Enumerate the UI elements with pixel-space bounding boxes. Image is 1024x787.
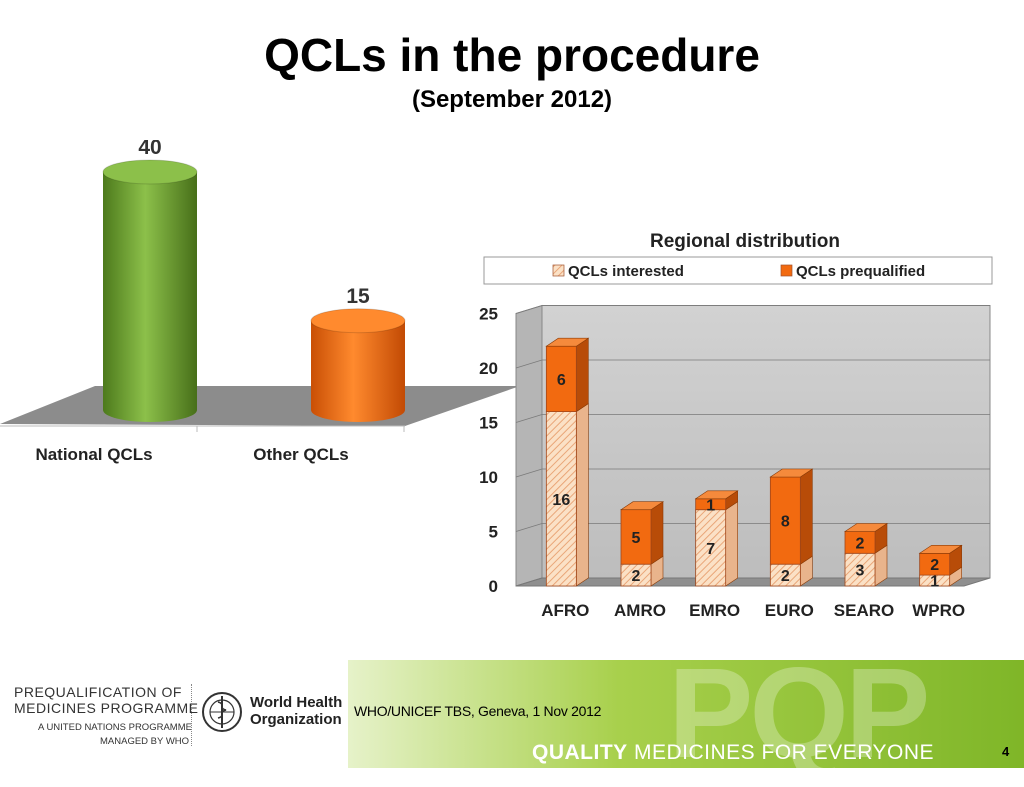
cylinder-value-label: 15 <box>346 285 370 308</box>
stacked-bar-value-label: 2 <box>930 557 939 574</box>
legend-label-interested: QCLs interested <box>568 263 684 280</box>
stacked-bar-side <box>576 337 589 413</box>
stacked-bar-value-label: 16 <box>552 492 570 509</box>
footer-divider <box>191 684 192 746</box>
legend-label-prequalified: QCLs prequalified <box>796 263 925 280</box>
stacked-bar-top <box>844 523 888 532</box>
stacked-bar-value-label: 2 <box>781 568 790 585</box>
pqp-logo-letters: PQP <box>668 642 930 785</box>
cylinder-bar-top <box>102 159 198 185</box>
stacked-bar-top <box>620 501 664 511</box>
stacked-bar-value-label: 3 <box>856 563 865 580</box>
stacked-bar-side <box>576 403 589 587</box>
who-name: Organization <box>250 711 342 728</box>
footer-banner <box>348 660 1024 768</box>
programme-subtitle: MANAGED BY WHO <box>100 736 190 747</box>
page-title: QCLs in the procedure <box>264 29 760 81</box>
stacked-bar-top <box>918 544 963 554</box>
chart2-category-label: SEARO <box>834 601 894 620</box>
stacked-bar-value-label: 1 <box>706 497 715 514</box>
chart2-floor <box>515 577 991 587</box>
stacked-bar-interested <box>695 509 727 587</box>
chart1-category-label: Other QCLs <box>253 445 348 464</box>
chart1-category-label: National QCLs <box>35 445 152 464</box>
stacked-bar-top <box>769 468 814 478</box>
chart2-category-label: AMRO <box>614 601 666 620</box>
chart2-ytick-label: 20 <box>479 359 498 378</box>
stacked-bar-prequalified <box>545 345 577 412</box>
chart2-legend-box <box>483 256 993 285</box>
stacked-bar-interested <box>545 411 577 587</box>
cylinder-bar-top <box>310 308 406 334</box>
stacked-bar-value-label: 1 <box>930 574 939 591</box>
programme-subtitle: A UNITED NATIONS PROGRAMME <box>38 722 192 733</box>
chart2-ytick-label: 5 <box>489 523 498 542</box>
chart1-floor <box>0 386 520 426</box>
chart2-gridline <box>515 468 990 478</box>
tagline-bold: QUALITY <box>532 741 628 764</box>
cylinder-value-label: 40 <box>138 140 161 159</box>
legend-swatch-prequalified <box>780 264 793 277</box>
chart2-ytick-label: 10 <box>479 468 498 487</box>
chart2-gridline <box>515 305 990 314</box>
cylinder-bar <box>103 172 197 422</box>
who-emblem-icon <box>202 692 242 732</box>
stacked-bar-top <box>545 337 590 347</box>
stacked-bar-interested <box>844 552 876 587</box>
stacked-bar-side <box>800 468 813 565</box>
chart2-side-wall <box>515 304 543 587</box>
chart2-category-label: WPRO <box>912 601 965 620</box>
chart2-category-label: EURO <box>765 601 814 620</box>
stacked-bar-top <box>694 490 739 500</box>
cylinder-bar <box>311 320 405 422</box>
stacked-bar-value-label: 6 <box>557 372 566 389</box>
stacked-bar-value-label: 2 <box>632 568 641 585</box>
chart2-ytick-label: 15 <box>479 414 498 433</box>
page-number: 4 <box>1002 744 1010 759</box>
chart2-title: Regional distribution <box>650 231 840 252</box>
stacked-bar-value-label: 8 <box>781 514 790 531</box>
stacked-bar-value-label: 2 <box>856 535 865 552</box>
stacked-bar-value-label: 7 <box>706 541 715 558</box>
chart2-category-label: EMRO <box>689 601 740 620</box>
chart2-gridline <box>515 414 990 423</box>
chart2-ytick-label: 25 <box>479 305 498 324</box>
event-caption: WHO/UNICEF TBS, Geneva, 1 Nov 2012 <box>354 703 602 719</box>
chart2-gridline <box>515 359 990 369</box>
stacked-bar-value-label: 5 <box>632 530 641 547</box>
stacked-bar-side <box>650 501 664 565</box>
programme-name: PREQUALIFICATION OF <box>14 684 182 700</box>
regional-distribution-chart: Regional distribution QCLs interested QC… <box>479 231 993 620</box>
programme-name: MEDICINES PROGRAMME <box>14 700 199 716</box>
qcl-total-chart: 40 15 National QCLs Other QCLs <box>0 140 520 464</box>
chart2-ytick-label: 0 <box>489 577 498 596</box>
who-name: World Health <box>250 694 343 711</box>
chart2-gridline <box>515 523 990 532</box>
tagline-rest: MEDICINES FOR EVERYONE <box>627 741 935 764</box>
chart2-back-wall <box>541 305 991 579</box>
legend-swatch-interested <box>552 264 565 277</box>
stacked-bar-prequalified <box>620 509 652 565</box>
stacked-bar-prequalified <box>769 476 801 565</box>
page-subtitle: (September 2012) <box>411 86 613 113</box>
stacked-bar-side <box>725 501 738 587</box>
chart2-category-label: AFRO <box>541 601 589 620</box>
tagline: QUALITY MEDICINES FOR EVERYONE <box>532 741 934 765</box>
